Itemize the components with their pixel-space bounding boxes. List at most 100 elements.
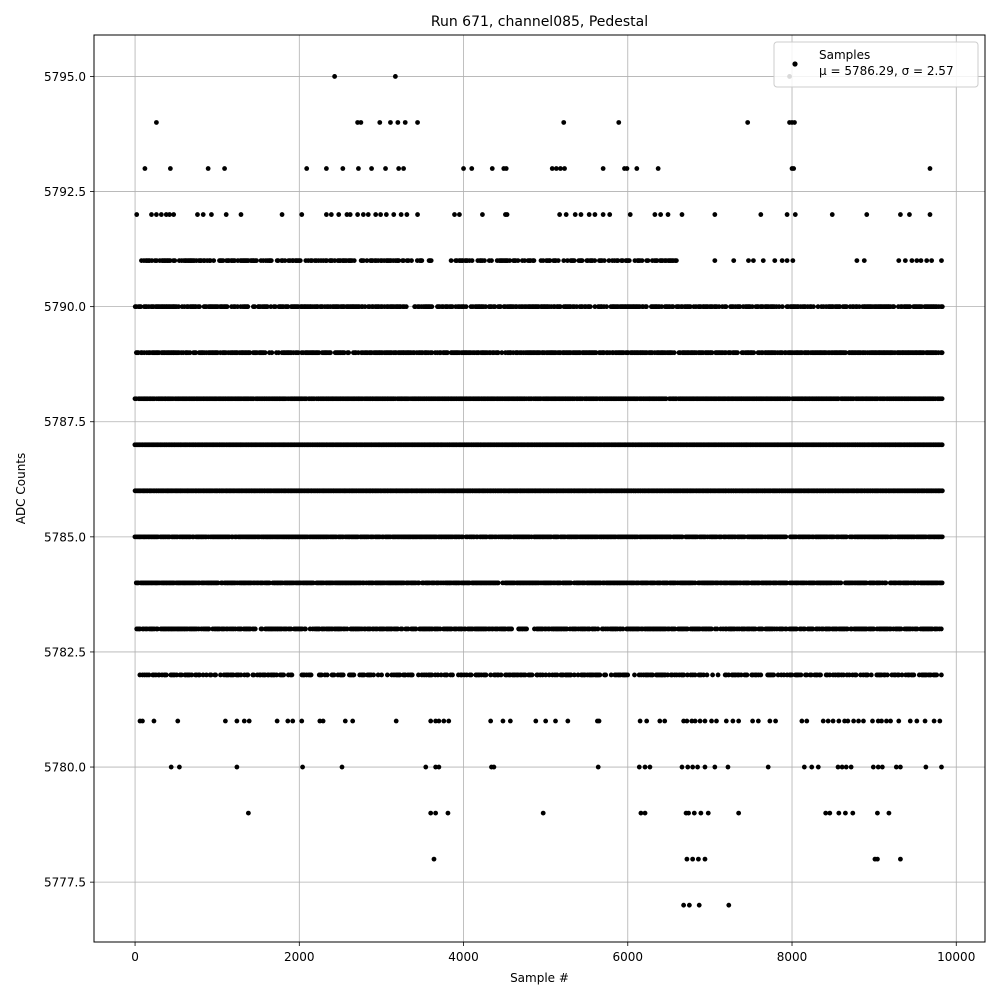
scatter-point <box>561 120 566 125</box>
scatter-point <box>159 212 164 217</box>
scatter-point <box>772 258 777 263</box>
scatter-point <box>579 212 584 217</box>
scatter-point <box>404 304 409 309</box>
scatter-point <box>346 350 351 355</box>
scatter-point <box>457 212 462 217</box>
scatter-point <box>429 258 434 263</box>
scatter-point <box>652 212 657 217</box>
scatter-point <box>469 166 474 171</box>
scatter-point <box>415 120 420 125</box>
scatter-point <box>369 166 374 171</box>
scatter-point <box>907 212 912 217</box>
scatter-point <box>509 627 514 632</box>
scatter-point <box>601 166 606 171</box>
scatter-point <box>373 212 378 217</box>
scatter-point <box>304 166 309 171</box>
scatter-point <box>404 212 409 217</box>
scatter-point <box>602 258 607 263</box>
scatter-point <box>712 212 717 217</box>
scatter-point <box>745 120 750 125</box>
scatter-point <box>558 166 563 171</box>
scatter-point <box>658 212 663 217</box>
scatter-point <box>269 258 274 263</box>
scatter-point <box>224 212 229 217</box>
scatter-point <box>914 258 919 263</box>
scatter-point <box>731 258 736 263</box>
scatter-point <box>383 166 388 171</box>
scatter-point <box>557 212 562 217</box>
scatter-point <box>903 258 908 263</box>
scatter-point <box>377 120 382 125</box>
scatter-point <box>572 258 577 263</box>
scatter-point <box>656 166 661 171</box>
scatter-point <box>625 166 630 171</box>
scatter-point <box>634 166 639 171</box>
scatter-point <box>253 627 258 632</box>
scatter-point <box>735 350 740 355</box>
scatter-point <box>910 258 915 263</box>
scatter-point <box>607 212 612 217</box>
scatter-point <box>225 304 230 309</box>
scatter-point <box>298 258 303 263</box>
scatter-point <box>269 350 274 355</box>
scatter-point <box>644 304 649 309</box>
scatter-point <box>940 396 945 401</box>
scatter-point <box>811 304 816 309</box>
scatter-point <box>490 166 495 171</box>
scatter-point <box>366 212 371 217</box>
scatter-point <box>896 258 901 263</box>
scatter-point <box>898 212 903 217</box>
scatter-point <box>680 212 685 217</box>
scatter-point <box>564 212 569 217</box>
scatter-point <box>516 258 521 263</box>
scatter-point <box>299 212 304 217</box>
scatter-point <box>356 166 361 171</box>
scatter-point <box>919 258 924 263</box>
scatter-point <box>482 258 487 263</box>
scatter-point <box>712 258 717 263</box>
scatter-point <box>461 166 466 171</box>
scatter-point <box>415 212 420 217</box>
scatter-point <box>328 350 333 355</box>
scatter-point <box>587 212 592 217</box>
scatter-point <box>791 166 796 171</box>
scatter-point <box>429 304 434 309</box>
scatter-point <box>209 212 214 217</box>
scatter-point <box>395 120 400 125</box>
scatter-point <box>780 304 785 309</box>
scatter-point <box>666 212 671 217</box>
scatter-point <box>496 580 501 585</box>
scatter-point <box>222 166 227 171</box>
scatter-point <box>830 212 835 217</box>
scatter-point <box>201 212 206 217</box>
scatter-point <box>303 627 308 632</box>
scatter-point <box>239 212 244 217</box>
scatter-point <box>573 212 578 217</box>
scatter-point <box>149 212 154 217</box>
scatter-point <box>532 258 537 263</box>
scatter-point <box>489 258 494 263</box>
scatter-point <box>154 212 159 217</box>
scatter-point <box>628 212 633 217</box>
scatter-point <box>588 304 593 309</box>
scatter-point <box>940 534 945 539</box>
scatter-point <box>758 212 763 217</box>
scatter-point <box>393 74 398 79</box>
scatter-point <box>751 258 756 263</box>
scatter-point <box>780 258 785 263</box>
scatter-point <box>793 212 798 217</box>
scatter-point <box>891 304 896 309</box>
scatter-point <box>280 212 285 217</box>
data-points <box>132 74 944 908</box>
scatter-point <box>403 120 408 125</box>
scatter-point <box>409 258 414 263</box>
scatter-point <box>449 258 454 263</box>
scatter-point <box>396 166 401 171</box>
scatter-point <box>940 304 945 309</box>
scatter-point <box>470 258 475 263</box>
scatter-point <box>940 350 945 355</box>
scatter-point <box>724 304 729 309</box>
scatter-point <box>761 258 766 263</box>
